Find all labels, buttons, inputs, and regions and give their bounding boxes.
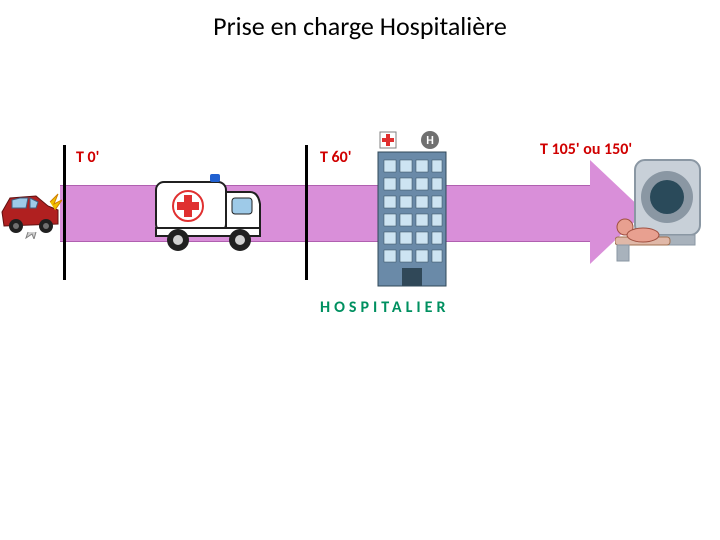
page-title: Prise en charge Hospitalière <box>0 10 720 42</box>
svg-text:H: H <box>426 134 434 148</box>
time-label-1: T 60' <box>320 148 352 167</box>
hospital-building-icon: H <box>370 130 455 290</box>
ambulance-icon <box>150 170 265 255</box>
timeline-arrow-body <box>60 185 590 242</box>
time-label-0: T 0' <box>76 148 99 167</box>
car-crash-icon <box>0 184 62 239</box>
timeline-tick-0 <box>63 145 66 280</box>
timeline-tick-1 <box>305 145 308 280</box>
ct-scanner-icon <box>615 155 715 265</box>
timeline-diagram: T 0' T 60' T 105' ou 150' HOSPITALIER <box>0 130 720 350</box>
phase-label-hospitalier: HOSPITALIER <box>320 298 449 317</box>
